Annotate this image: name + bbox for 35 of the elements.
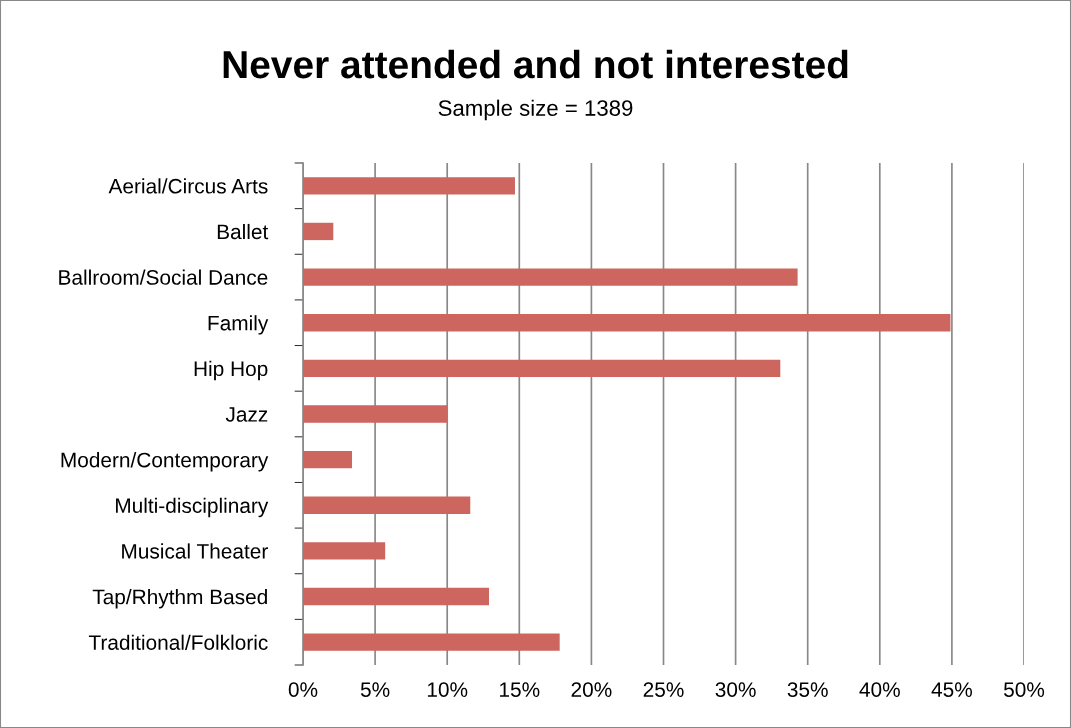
- y-tick-label: Family: [208, 315, 269, 335]
- x-tick-label: 35%: [787, 682, 828, 697]
- y-tick-label: Multi-disciplinary: [116, 497, 269, 518]
- x-tick-label: 30%: [715, 682, 756, 697]
- y-tick-label: Aerial/Circus Arts: [108, 178, 268, 194]
- bar: [303, 496, 471, 514]
- x-tick-label: 40%: [859, 682, 900, 697]
- y-tick-label: Modern/Contemporary: [61, 452, 269, 472]
- y-tick-label: Jazz: [225, 407, 268, 422]
- bar: [303, 587, 490, 606]
- bar: [303, 177, 515, 195]
- y-tick-label: Hip Hop: [194, 360, 268, 381]
- y-tick-label: Ballroom/Social Dance: [59, 269, 268, 285]
- bar: [303, 314, 951, 332]
- chart-subtitle: Sample size = 1389: [438, 99, 633, 121]
- x-tick-label: 50%: [1003, 682, 1045, 697]
- bar: [303, 450, 353, 469]
- x-tick-label: 45%: [931, 682, 973, 697]
- bar: [303, 405, 448, 423]
- x-tick-label: 5%: [360, 682, 390, 697]
- chart-title: Never attended and not interested: [223, 49, 848, 79]
- y-tick-label: Tap/Rhythm Based: [92, 589, 267, 609]
- x-tick-label: 15%: [500, 682, 540, 697]
- bar: [303, 633, 560, 651]
- y-tick-label: Musical Theater: [122, 543, 268, 559]
- bar: [303, 222, 334, 241]
- x-tick-label: 10%: [427, 682, 468, 697]
- x-tick-label: 0%: [288, 682, 318, 697]
- bar: [303, 359, 781, 378]
- bar: [303, 542, 386, 560]
- x-tick-label: 25%: [643, 682, 684, 697]
- x-tick-label: 20%: [571, 682, 612, 697]
- y-tick-label: Traditional/Folkloric: [88, 634, 268, 650]
- bar: [303, 268, 798, 286]
- y-tick-label: Ballet: [217, 223, 269, 240]
